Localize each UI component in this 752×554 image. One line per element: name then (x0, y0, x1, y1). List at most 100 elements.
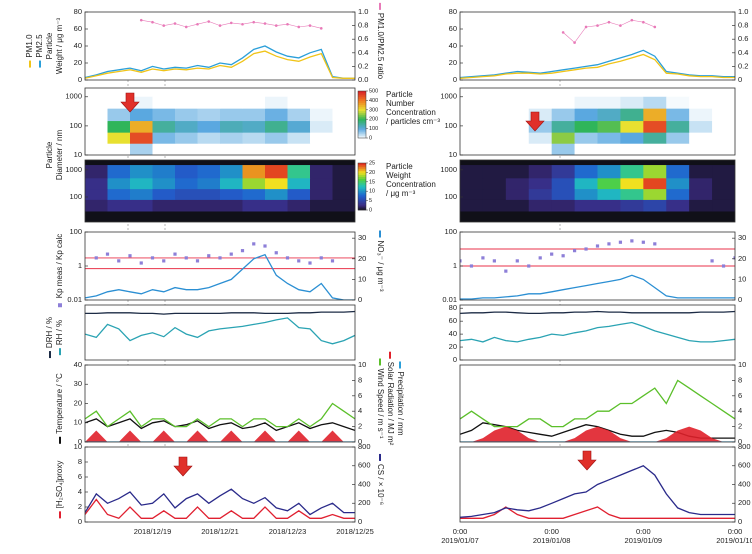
heatmap-cell (242, 132, 266, 144)
heatmap-cell (242, 165, 266, 179)
heatmap-cell (643, 188, 667, 200)
colorbar-segment (358, 106, 366, 109)
heatmap-cell (85, 165, 108, 179)
colorbar-segment (358, 116, 366, 119)
marker (618, 240, 623, 244)
x-tick-label: 0:00 2019/01/10 (716, 527, 752, 545)
heatmap-cell (482, 120, 507, 133)
marker (207, 254, 211, 258)
heatmap-cell (107, 188, 131, 200)
marker (641, 240, 645, 244)
y-tick-label: 0.01 (442, 295, 457, 304)
heatmap-cell (689, 132, 713, 144)
heatmap-cell (551, 96, 575, 109)
y-tick-label: 20 (74, 398, 82, 407)
marker (330, 259, 335, 263)
heatmap-cell (643, 178, 667, 190)
heatmap-cell (197, 132, 221, 144)
colorbar-segment (358, 208, 366, 211)
colorbar-tick-label: 20 (369, 170, 375, 176)
y-tick-label: 0 (453, 355, 457, 364)
marker (308, 261, 312, 265)
y2-tick-label: 10 (738, 274, 746, 283)
heatmap-cell (460, 132, 484, 144)
legend-label: [H₂SO₄]proxy (55, 461, 64, 509)
heatmap-cell (287, 188, 311, 200)
marker (252, 242, 256, 246)
y2-tick-label: 600 (738, 461, 751, 470)
y2-tick-label: 0.0 (358, 75, 368, 84)
marker (286, 22, 289, 26)
y2-tick-label: 8 (738, 375, 742, 384)
marker (527, 264, 531, 268)
heatmap-cell (220, 120, 243, 133)
heatmap-cell (482, 143, 507, 155)
y2-tick-label: 0.6 (358, 34, 368, 43)
marker (607, 242, 611, 246)
y2-tick-label: 1.0 (738, 7, 748, 16)
heatmap-cell (265, 120, 288, 133)
y2-tick-label: 800 (738, 442, 751, 451)
colorbar-segment (358, 96, 366, 100)
y-tick-label: 10 (74, 418, 82, 427)
colorbar-segment (358, 112, 366, 115)
heatmap-cell (551, 143, 575, 155)
plot-area (85, 96, 355, 155)
colorbar-segment (358, 124, 366, 127)
heatmap-cell (482, 96, 507, 109)
x-tick-label: 2018/12/21 (201, 527, 239, 536)
legend-label: PM1.0 (25, 34, 34, 58)
y-tick-label: 100 (69, 121, 82, 130)
heatmap-cell (528, 188, 552, 200)
y-tick-label: 80 (449, 7, 457, 16)
y-tick-label: 1 (453, 261, 457, 270)
area (85, 430, 355, 442)
y-tick-label: 0 (78, 517, 82, 526)
marker (196, 22, 199, 26)
heatmap-cell (332, 108, 355, 122)
heatmap-cell (574, 143, 598, 155)
y-tick-label: 2 (78, 502, 82, 511)
heatmap-cell (689, 188, 713, 200)
legend-label: Precipitation / mm (396, 371, 405, 435)
heatmap-cell (310, 188, 333, 200)
y2-tick-label: 0.8 (358, 21, 368, 30)
plot-area (460, 465, 735, 519)
heatmap-cell (242, 199, 266, 212)
heatmap-cell (482, 199, 507, 212)
marker (218, 256, 222, 260)
heatmap-cell (130, 108, 153, 122)
y-tick-label: 30 (74, 379, 82, 388)
y-tick-label: 60 (449, 316, 457, 325)
heatmap-cell (175, 188, 198, 200)
y2-tick-label: 30 (358, 233, 366, 242)
x-tick-label: 0:00 2019/01/07 (441, 527, 479, 545)
marker (319, 256, 323, 260)
heatmap-cell (643, 120, 667, 133)
y-tick-label: 10 (74, 442, 82, 451)
y-tick-label: 20 (74, 58, 82, 67)
colorbar-segment (358, 164, 366, 168)
heatmap-cell (220, 143, 243, 155)
marker (285, 256, 290, 260)
heatmap-cell (107, 178, 131, 190)
heatmap-cell (197, 178, 221, 190)
marker (607, 20, 611, 24)
colorbar-segment (358, 126, 366, 129)
heatmap-cell (332, 132, 355, 144)
heatmap-cell (242, 108, 266, 122)
plot-area (85, 18, 355, 79)
heatmap-cell (505, 199, 530, 212)
legend-label: DRH / % (45, 317, 54, 348)
heatmap-cell (130, 96, 153, 109)
panel-frame (459, 159, 736, 223)
x-tick-label: 2018/12/25 (336, 527, 374, 536)
colorbar-segment (358, 178, 366, 181)
heatmap-cell (175, 96, 198, 109)
colorbar-segment (358, 108, 366, 111)
y-tick-label: 80 (74, 7, 82, 16)
heatmap-cell (287, 165, 311, 179)
heatmap-cell (528, 199, 552, 212)
y2-tick-label: 800 (358, 442, 371, 451)
